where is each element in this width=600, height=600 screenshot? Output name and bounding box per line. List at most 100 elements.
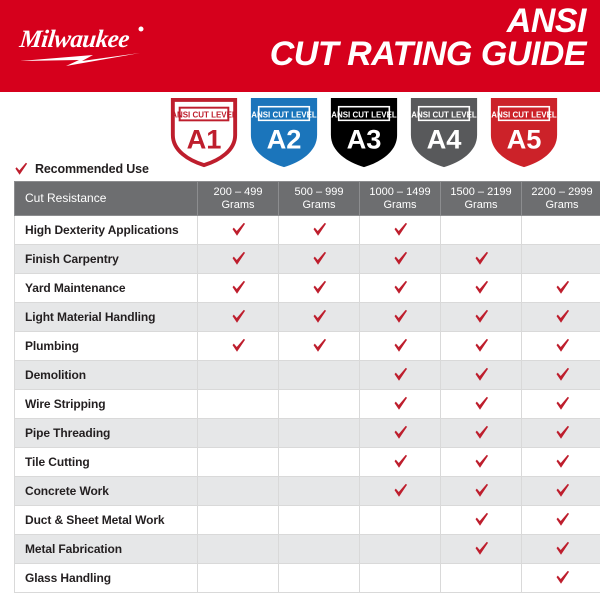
shield-caption-a1: ANSI CUT LEVEL xyxy=(171,110,237,119)
table-row: Yard Maintenance xyxy=(14,273,600,303)
rating-cell-a5 xyxy=(521,331,600,361)
column-header-range: 200 – 499 xyxy=(213,186,263,199)
row-label: High Dexterity Applications xyxy=(14,215,198,245)
rating-cell-a5 xyxy=(521,476,600,506)
row-label: Glass Handling xyxy=(14,563,198,593)
rating-cell-a4 xyxy=(440,476,522,506)
legend-label: Recommended Use xyxy=(35,162,149,176)
rating-cell-a3 xyxy=(359,447,441,477)
shield-level-a1: A1 xyxy=(187,124,222,155)
column-header-range: 500 – 999 xyxy=(294,186,344,199)
rating-cell-a1 xyxy=(197,244,279,274)
check-icon xyxy=(232,252,245,265)
rating-cell-a3 xyxy=(359,505,441,535)
rating-cell-a2 xyxy=(278,534,360,564)
svg-text:Milwaukee: Milwaukee xyxy=(18,26,131,53)
rating-cell-a2 xyxy=(278,447,360,477)
rating-cell-a3 xyxy=(359,331,441,361)
check-icon xyxy=(232,281,245,294)
cut-rating-table: Cut Resistance 200 – 499 Grams 500 – 999 Gra… xyxy=(14,181,600,593)
rating-cell-a5 xyxy=(521,215,600,245)
table-row: Tile Cutting xyxy=(14,447,600,477)
column-header-unit: Grams xyxy=(383,198,417,211)
rating-cell-a2 xyxy=(278,476,360,506)
check-icon xyxy=(475,397,488,410)
check-icon xyxy=(475,310,488,323)
shield-level-a5: A5 xyxy=(507,124,542,155)
table-row: Plumbing xyxy=(14,331,600,361)
column-header-unit: Grams xyxy=(464,198,498,211)
column-header-a5: 2200 – 2999 Grams xyxy=(521,181,600,216)
rating-cell-a4 xyxy=(440,389,522,419)
column-header-a3: 1000 – 1499 Grams xyxy=(359,181,441,216)
table-row: Glass Handling xyxy=(14,563,600,593)
rating-cell-a3 xyxy=(359,534,441,564)
check-icon xyxy=(556,571,569,584)
rating-cell-a3 xyxy=(359,360,441,390)
check-icon xyxy=(394,426,407,439)
check-icon xyxy=(475,368,488,381)
shield-badge-a5: ANSI CUT LEVEL A5 xyxy=(488,96,560,170)
rating-cell-a3 xyxy=(359,476,441,506)
rating-cell-a5 xyxy=(521,534,600,564)
column-header-range: 1500 – 2199 xyxy=(450,186,512,199)
table-row: Finish Carpentry xyxy=(14,244,600,274)
page-title-line-2: CUT RATING GUIDE xyxy=(269,35,587,74)
check-icon xyxy=(313,339,326,352)
check-icon xyxy=(556,397,569,410)
rating-cell-a1 xyxy=(197,476,279,506)
table-header-row: Cut Resistance 200 – 499 Grams 500 – 999 Gra… xyxy=(14,181,600,216)
rating-cell-a3 xyxy=(359,302,441,332)
table-row: Light Material Handling xyxy=(14,302,600,332)
row-label: Pipe Threading xyxy=(14,418,198,448)
row-label: Yard Maintenance xyxy=(14,273,198,303)
rating-cell-a4 xyxy=(440,505,522,535)
table-row: Wire Stripping xyxy=(14,389,600,419)
rating-cell-a4 xyxy=(440,302,522,332)
rating-cell-a2 xyxy=(278,389,360,419)
rating-cell-a3 xyxy=(359,215,441,245)
check-icon xyxy=(556,455,569,468)
column-header-a4: 1500 – 2199 Grams xyxy=(440,181,522,216)
column-header-a2: 500 – 999 Grams xyxy=(278,181,360,216)
legend-recommended-use: Recommended Use xyxy=(14,160,149,178)
check-icon xyxy=(394,484,407,497)
column-header-unit: Grams xyxy=(221,198,255,211)
rating-cell-a1 xyxy=(197,215,279,245)
check-icon xyxy=(15,162,28,175)
rating-cell-a3 xyxy=(359,244,441,274)
rating-cell-a5 xyxy=(521,273,600,303)
rating-cell-a1 xyxy=(197,447,279,477)
column-header-a1: 200 – 499 Grams xyxy=(197,181,279,216)
check-icon xyxy=(313,281,326,294)
rating-cell-a2 xyxy=(278,244,360,274)
shield-badge-a2: ANSI CUT LEVEL A2 xyxy=(248,96,320,170)
rating-cell-a4 xyxy=(440,534,522,564)
check-icon xyxy=(313,252,326,265)
rating-cell-a1 xyxy=(197,273,279,303)
rating-cell-a5 xyxy=(521,360,600,390)
rating-cell-a4 xyxy=(440,244,522,274)
rating-cell-a4 xyxy=(440,418,522,448)
shield-level-a4: A4 xyxy=(427,124,463,155)
check-icon xyxy=(475,455,488,468)
page-header: Milwaukee ANSI CUT RATING GUIDE xyxy=(0,0,600,92)
check-icon xyxy=(475,484,488,497)
column-header-unit: Grams xyxy=(302,198,336,211)
check-icon xyxy=(475,281,488,294)
check-icon xyxy=(232,339,245,352)
check-icon xyxy=(394,310,407,323)
ansi-cut-level-shield-row: ANSI CUT LEVEL A1 ANSI CUT LEVEL A2 ANSI… xyxy=(14,96,586,172)
shield-caption-a5: ANSI CUT LEVEL xyxy=(491,110,557,119)
rating-cell-a2 xyxy=(278,505,360,535)
rating-cell-a4 xyxy=(440,360,522,390)
row-label: Metal Fabrication xyxy=(14,534,198,564)
shield-level-a3: A3 xyxy=(347,124,382,155)
check-icon xyxy=(556,484,569,497)
shield-caption-a4: ANSI CUT LEVEL xyxy=(411,110,477,119)
shield-caption-a3: ANSI CUT LEVEL xyxy=(331,110,397,119)
column-header-cut-resistance: Cut Resistance xyxy=(14,181,198,216)
row-label: Demolition xyxy=(14,360,198,390)
shield-level-a2: A2 xyxy=(267,124,302,155)
rating-cell-a1 xyxy=(197,302,279,332)
